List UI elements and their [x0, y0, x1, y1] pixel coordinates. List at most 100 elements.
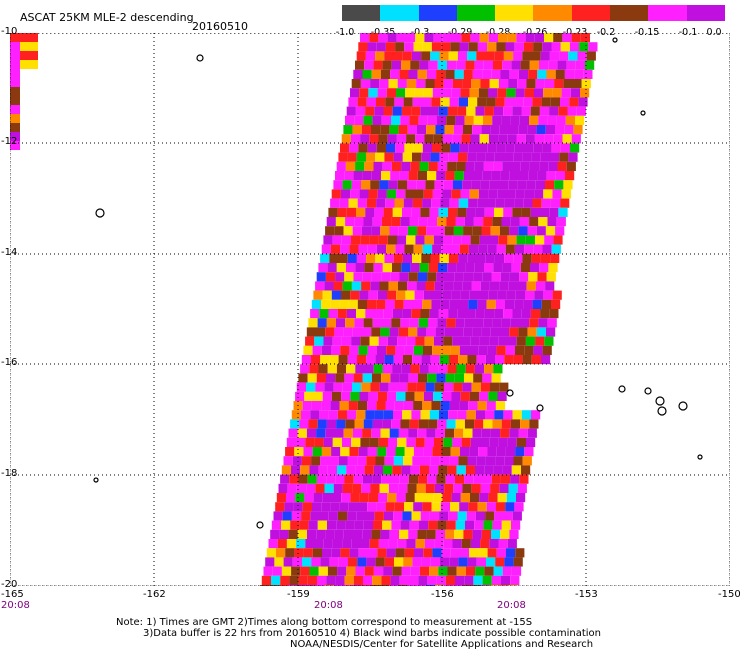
swath-cell: [408, 272, 418, 282]
swath-cell: [444, 483, 454, 493]
swath-cell: [539, 161, 549, 171]
swath-cell: [453, 180, 463, 190]
swath-cell: [476, 557, 486, 567]
swath-cell: [461, 134, 471, 144]
swath-cell: [533, 143, 543, 153]
swath-cell: [534, 33, 544, 43]
swath-cell: [397, 539, 407, 549]
swath-cell: [376, 42, 386, 52]
swath-cell: [419, 263, 429, 273]
swath-cell: [476, 152, 486, 162]
swath-cell: [511, 263, 521, 273]
swath-cell: [504, 97, 514, 107]
swath-cell: [381, 171, 391, 181]
swath-cell: [412, 456, 422, 466]
swath-cell: [345, 419, 355, 429]
swath-cell: [364, 465, 374, 475]
swath-cell: [512, 410, 522, 420]
swath-cell: [559, 51, 569, 61]
swath-cell: [488, 493, 498, 503]
swath-cell: [522, 253, 532, 263]
swath-cell: [429, 465, 439, 475]
swath-cell: [502, 60, 512, 70]
swath-cell: [558, 106, 568, 116]
swath-cell: [353, 373, 363, 383]
swath-cell: [454, 171, 464, 181]
swath-cell: [403, 97, 413, 107]
swath-cell: [459, 345, 469, 355]
swath-cell: [402, 207, 412, 217]
time-label: 20:08: [314, 600, 343, 611]
swath-cell: [430, 152, 440, 162]
swath-cell: [480, 281, 490, 291]
swath-cell: [536, 125, 546, 135]
swath-cell: [382, 263, 392, 273]
swath-cell: [403, 198, 413, 208]
swath-cell: [276, 493, 286, 503]
swath-cell: [286, 539, 297, 549]
swath-cell: [368, 189, 378, 199]
swath-cell: [489, 79, 499, 89]
swath-cell: [472, 428, 482, 438]
swath-cell: [301, 355, 311, 365]
swath-cell: [450, 548, 460, 558]
swath-cell: [372, 217, 382, 227]
swath-cell: [521, 106, 531, 116]
swath-cell: [422, 244, 433, 254]
swath-cell: [388, 539, 398, 549]
swath-cell: [413, 299, 423, 309]
swath-cell: [557, 161, 567, 171]
swath-cell: [387, 33, 397, 43]
swath-cell: [529, 161, 540, 171]
swath-cell: [483, 60, 493, 70]
swath-cell: [334, 327, 344, 337]
swath-cell: [290, 419, 300, 429]
swath-cell: [525, 290, 535, 300]
longitude-label: -159: [287, 589, 310, 600]
swath-cell: [524, 143, 534, 153]
swath-cell: [343, 226, 353, 236]
swath-cell: [493, 106, 504, 116]
swath-cell: [403, 299, 413, 309]
swath-cell: [322, 290, 332, 300]
swath-cell: [479, 235, 489, 245]
swath-cell: [465, 364, 475, 374]
swath-cell: [386, 244, 396, 254]
swath-cell: [355, 60, 365, 70]
swath-cell: [404, 345, 414, 355]
swath-cell: [448, 253, 459, 263]
swath-cell: [307, 373, 317, 383]
swath-cell: [355, 566, 365, 576]
swath-cell: [372, 419, 383, 429]
latitude-label: -20: [1, 579, 18, 590]
swath-cell: [403, 401, 414, 411]
swath-cell: [445, 529, 455, 539]
swath-cell: [394, 97, 404, 107]
swath-cell: [533, 42, 543, 52]
swath-cell: [505, 244, 515, 254]
swath-cell: [322, 391, 332, 401]
swath-cell: [482, 575, 492, 585]
swath-cell: [502, 465, 512, 475]
color-scale-label: -0.29: [447, 27, 473, 38]
swath-cell: [413, 143, 423, 153]
swath-cell: [372, 575, 382, 585]
swath-cell: [453, 382, 463, 392]
swath-cell: [520, 263, 530, 273]
swath-cell: [412, 97, 422, 107]
swath-cell: [374, 410, 384, 420]
swath-cell: [335, 217, 346, 227]
swath-cell: [477, 97, 487, 107]
swath-cell: [420, 207, 430, 217]
swath-cell: [463, 327, 473, 337]
swath-cell: [392, 465, 402, 475]
swath-cell: [301, 511, 311, 521]
swath-cell: [549, 106, 559, 116]
swath-cell: [459, 143, 469, 153]
swath-cell: [485, 253, 495, 263]
swath-cell: [432, 143, 442, 153]
swath-cell: [412, 253, 422, 263]
swath-cell: [439, 355, 449, 365]
swath-cell: [425, 483, 435, 493]
swath-cell: [529, 419, 539, 429]
